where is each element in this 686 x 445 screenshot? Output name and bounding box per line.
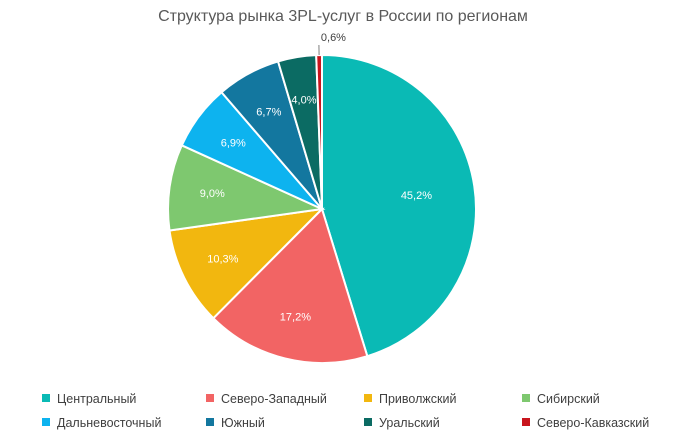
legend-item-7: Северо-Кавказский	[522, 416, 649, 430]
slice-label-6: 4,0%	[291, 95, 316, 107]
legend-swatch-3	[522, 394, 530, 402]
slice-label-2: 10,3%	[207, 254, 238, 266]
legend-item-5: Южный	[206, 416, 265, 430]
legend-label-5: Южный	[221, 416, 265, 430]
slice-label-5: 6,7%	[256, 107, 281, 119]
slice-label-4: 6,9%	[221, 138, 246, 150]
legend-swatch-1	[206, 394, 214, 402]
legend-label-3: Сибирский	[537, 392, 600, 406]
legend-swatch-0	[42, 394, 50, 402]
legend-label-2: Приволжский	[379, 392, 457, 406]
legend-item-0: Центральный	[42, 392, 136, 406]
slice-label-1: 17,2%	[280, 312, 311, 324]
slice-label-3: 9,0%	[200, 188, 225, 200]
legend-swatch-7	[522, 418, 530, 426]
legend-item-3: Сибирский	[522, 392, 600, 406]
chart-title: Структура рынка 3PL-услуг в России по ре…	[158, 8, 528, 25]
slice-label-0: 45,2%	[401, 190, 432, 202]
legend-item-2: Приволжский	[364, 392, 456, 406]
pie-slice-2	[168, 207, 325, 320]
slice-label-7: 0,6%	[321, 32, 346, 44]
legend-swatch-4	[42, 418, 50, 426]
legend-item-4: Дальневосточный	[42, 416, 161, 430]
legend-label-6: Уральский	[379, 416, 440, 430]
legend-item-6: Уральский	[364, 416, 440, 430]
legend-label-0: Центральный	[57, 392, 137, 406]
legend-swatch-2	[364, 394, 372, 402]
legend-label-1: Северо-Западный	[221, 392, 327, 406]
legend-swatch-5	[206, 418, 214, 426]
legend-item-1: Северо-Западный	[206, 392, 327, 406]
pie-slice-3	[167, 144, 326, 232]
legend-label-4: Дальневосточный	[57, 416, 162, 430]
legend-swatch-6	[364, 418, 372, 426]
pie-slice-1	[211, 207, 369, 364]
legend-label-7: Северо-Кавказский	[537, 416, 650, 430]
pie-slice-0	[321, 53, 477, 358]
